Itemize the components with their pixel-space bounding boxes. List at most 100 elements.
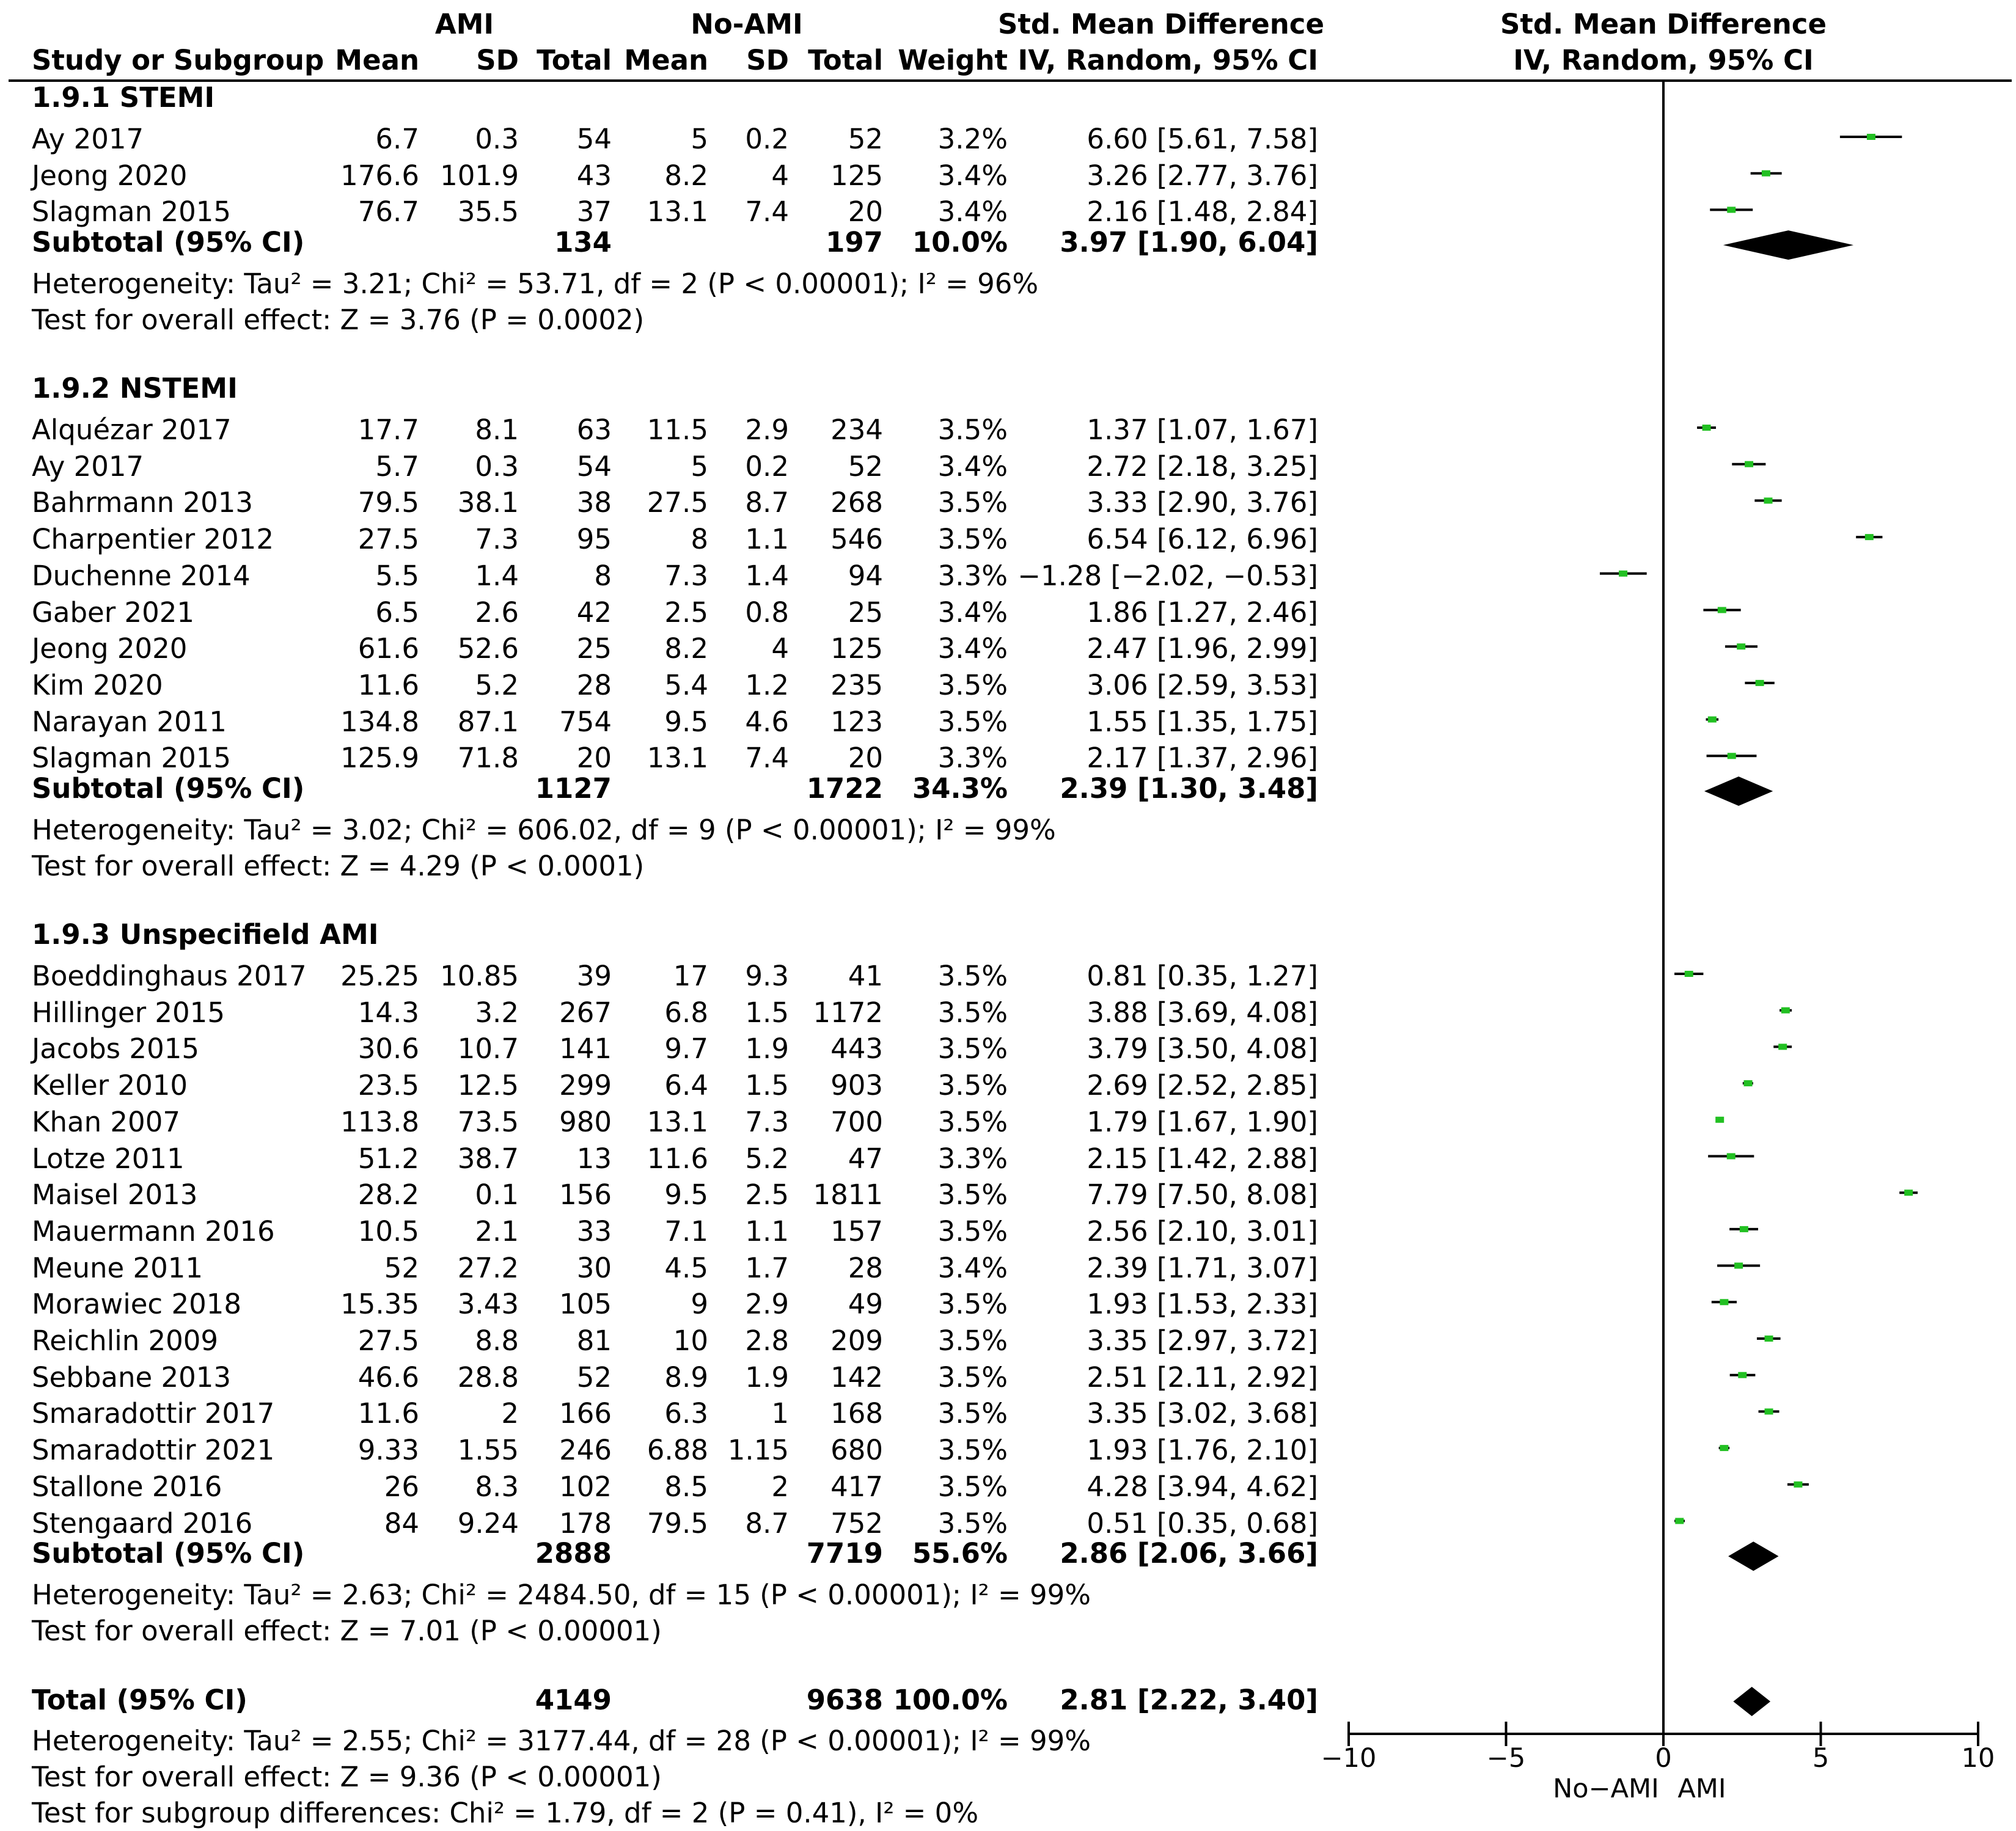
cell-ami-mean: 125.9 [340, 742, 419, 775]
cell-noami-mean: 9.5 [664, 1179, 708, 1212]
cell-weight: 3.4% [937, 450, 1008, 483]
cell-smd-ci: 1.93 [1.76, 2.10] [1087, 1434, 1318, 1467]
cell-noami-mean: 9.7 [664, 1032, 708, 1065]
cell-ami-mean: 84 [384, 1507, 419, 1540]
cell-noami-total: 52 [848, 450, 883, 483]
cell-ami-total: 166 [559, 1397, 612, 1430]
point-estimate-marker [1738, 1372, 1747, 1378]
point-estimate-marker [1761, 170, 1770, 177]
cell-ami-mean: 30.6 [357, 1032, 419, 1065]
cell-smd-ci: −1.28 [−2.02, −0.53] [1017, 559, 1318, 592]
cell-noami-mean: 5 [691, 450, 708, 483]
point-estimate-marker [1675, 1518, 1684, 1524]
header-plot-method: IV, Random, 95% CI [1513, 44, 1814, 76]
cell-ami-sd: 8.3 [475, 1470, 519, 1503]
cell-smd-ci: 3.97 [1.90, 6.04] [1060, 226, 1318, 259]
cell-ami-sd: 2.1 [475, 1215, 519, 1248]
header-study: Study or Subgroup [32, 44, 324, 76]
cell-ami-sd: 35.5 [457, 196, 519, 228]
cell-smd-ci: 2.39 [1.30, 3.48] [1060, 772, 1318, 805]
study-name: Jacobs 2015 [32, 1032, 199, 1065]
study-name: Morawiec 2018 [32, 1288, 241, 1321]
cell-noami-total: 268 [830, 486, 883, 519]
cell-noami-sd: 0.8 [745, 596, 789, 629]
cell-ami-total: 33 [576, 1215, 612, 1248]
cell-ami-mean: 51.2 [357, 1142, 419, 1175]
cell-ami-mean: 176.6 [340, 159, 419, 192]
cell-noami-mean: 27.5 [647, 486, 708, 519]
subtotal-label: Subtotal (95% CI) [32, 226, 305, 259]
cell-weight: 3.5% [937, 1069, 1008, 1102]
cell-noami-mean: 5 [691, 123, 708, 155]
cell-noami-sd: 1.15 [727, 1434, 789, 1467]
cell-noami-sd: 9.3 [745, 960, 789, 992]
cell-weight: 34.3% [912, 772, 1008, 805]
cell-ami-sd: 3.43 [457, 1288, 519, 1321]
cell-ami-total: 20 [576, 742, 612, 775]
cell-smd-ci: 1.86 [1.27, 2.46] [1087, 596, 1318, 629]
cell-noami-total: 209 [830, 1325, 883, 1357]
cell-ami-mean: 17.7 [357, 414, 419, 446]
cell-ami-mean: 27.5 [357, 523, 419, 556]
cell-ami-total: 178 [559, 1507, 612, 1540]
header-noami-mean: Mean [624, 44, 708, 76]
cell-ami-mean: 61.6 [357, 632, 419, 665]
subgroup-title: 1.9.1 STEMI [32, 81, 215, 114]
cell-weight: 55.6% [912, 1537, 1008, 1570]
study-name: Gaber 2021 [32, 596, 195, 629]
cell-smd-ci: 3.06 [2.59, 3.53] [1087, 668, 1318, 701]
cell-noami-sd: 0.2 [745, 450, 789, 483]
study-name: Bahrmann 2013 [32, 486, 253, 519]
cell-ami-sd: 87.1 [457, 705, 519, 738]
cell-noami-sd: 1.9 [745, 1032, 789, 1065]
cell-noami-mean: 5.4 [664, 668, 708, 701]
point-estimate-marker [1715, 1116, 1725, 1123]
study-name: Charpentier 2012 [32, 523, 274, 556]
study-name: Slagman 2015 [32, 742, 231, 775]
study-name: Mauermann 2016 [32, 1215, 275, 1248]
cell-ami-total: 4149 [535, 1684, 612, 1716]
study-name: Duchenne 2014 [32, 559, 251, 592]
cell-noami-mean: 6.4 [664, 1069, 708, 1102]
cell-weight: 3.5% [937, 1215, 1008, 1248]
cell-ami-total: 54 [576, 450, 612, 483]
cell-noami-sd: 1.1 [745, 523, 789, 556]
cell-noami-mean: 9.5 [664, 705, 708, 738]
subtotal-diamond [1728, 1541, 1779, 1571]
point-estimate-marker [1737, 643, 1746, 650]
cell-ami-mean: 28.2 [357, 1179, 419, 1212]
cell-smd-ci: 3.33 [2.90, 3.76] [1087, 486, 1318, 519]
cell-noami-mean: 2.5 [664, 596, 708, 629]
cell-noami-mean: 79.5 [647, 1507, 708, 1540]
cell-ami-total: 63 [576, 414, 612, 446]
cell-noami-total: 7719 [806, 1537, 883, 1570]
cell-noami-total: 234 [830, 414, 883, 446]
cell-noami-sd: 7.4 [745, 742, 789, 775]
point-estimate-marker [1720, 1299, 1729, 1306]
cell-noami-mean: 6.3 [664, 1397, 708, 1430]
cell-ami-sd: 38.7 [457, 1142, 519, 1175]
cell-ami-total: 299 [559, 1069, 612, 1102]
cell-noami-sd: 1.5 [745, 996, 789, 1029]
cell-smd-ci: 6.60 [5.61, 7.58] [1087, 123, 1318, 155]
cell-noami-mean: 11.5 [647, 414, 708, 446]
cell-noami-total: 142 [830, 1361, 883, 1394]
cell-ami-total: 246 [559, 1434, 612, 1467]
cell-noami-sd: 4 [771, 159, 789, 192]
cell-ami-mean: 26 [384, 1470, 419, 1503]
subgroup-title: 1.9.2 NSTEMI [32, 372, 238, 404]
study-name: Slagman 2015 [32, 196, 231, 228]
point-estimate-marker [1781, 1007, 1790, 1014]
subgroup-overall-effect: Test for overall effect: Z = 4.29 (P < 0… [32, 850, 645, 882]
cell-ami-mean: 15.35 [340, 1288, 419, 1321]
point-estimate-marker [1727, 206, 1736, 213]
cell-ami-total: 42 [576, 596, 612, 629]
cell-noami-total: 20 [848, 196, 883, 228]
cell-ami-mean: 52 [384, 1251, 419, 1284]
point-estimate-marker [1755, 679, 1764, 686]
cell-noami-total: 125 [830, 632, 883, 665]
cell-noami-total: 49 [848, 1288, 883, 1321]
x-tick-label: −5 [1486, 1743, 1526, 1774]
cell-noami-sd: 5.2 [745, 1142, 789, 1175]
cell-noami-total: 752 [830, 1507, 883, 1540]
